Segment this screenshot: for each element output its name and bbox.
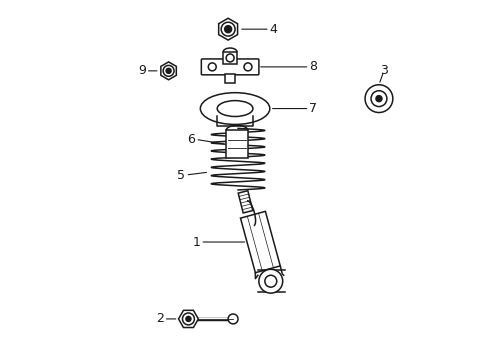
Circle shape <box>224 26 231 33</box>
Text: 4: 4 <box>269 23 277 36</box>
Ellipse shape <box>217 100 252 117</box>
Circle shape <box>221 22 235 36</box>
Polygon shape <box>240 211 280 273</box>
FancyBboxPatch shape <box>201 59 258 75</box>
Circle shape <box>225 54 234 62</box>
Circle shape <box>163 66 174 76</box>
Text: 9: 9 <box>138 64 145 77</box>
Circle shape <box>166 68 171 73</box>
Text: 8: 8 <box>309 60 317 73</box>
Ellipse shape <box>200 93 269 125</box>
Polygon shape <box>218 18 237 40</box>
Circle shape <box>182 313 194 325</box>
Text: 5: 5 <box>177 168 185 181</box>
Circle shape <box>258 269 282 293</box>
Circle shape <box>185 316 190 321</box>
Circle shape <box>365 85 392 113</box>
Text: 2: 2 <box>156 312 163 325</box>
Text: 6: 6 <box>187 133 195 146</box>
Text: 7: 7 <box>309 102 317 115</box>
Circle shape <box>375 96 381 102</box>
Circle shape <box>208 63 216 71</box>
Polygon shape <box>178 310 198 328</box>
Text: 3: 3 <box>379 64 387 77</box>
Circle shape <box>264 275 276 287</box>
Polygon shape <box>161 62 176 80</box>
Circle shape <box>228 314 238 324</box>
Circle shape <box>370 91 386 107</box>
Polygon shape <box>238 191 252 213</box>
Bar <box>223 52 237 64</box>
Text: 1: 1 <box>192 235 200 248</box>
Bar <box>224 74 235 83</box>
Circle shape <box>244 63 251 71</box>
Bar <box>225 130 247 158</box>
